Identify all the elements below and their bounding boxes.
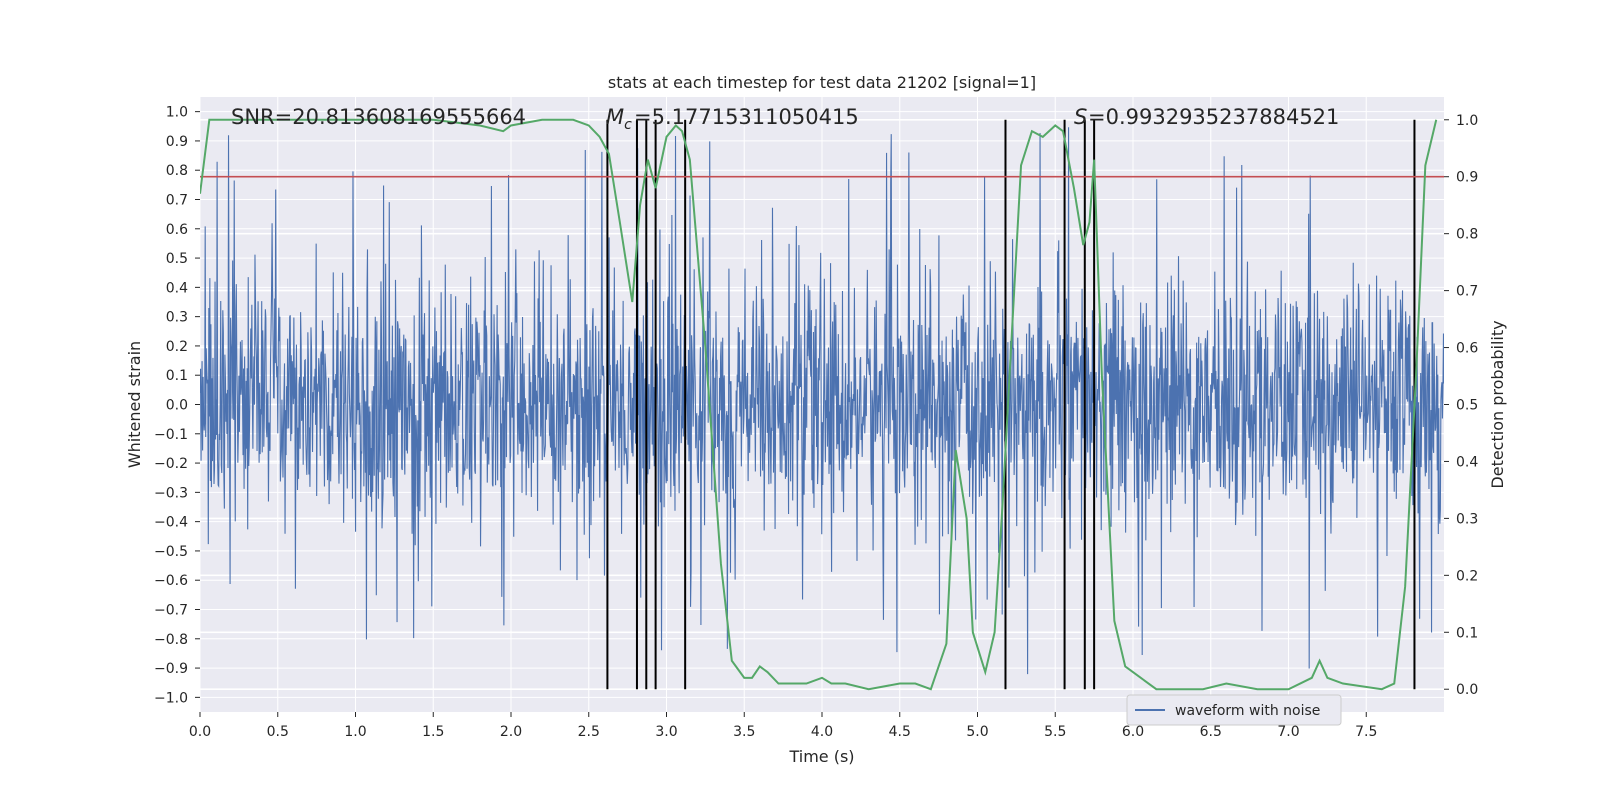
- y-tick-label: −0.5: [154, 544, 188, 560]
- y-tick-label: 0.3: [166, 310, 188, 326]
- waveform-line: [200, 127, 1444, 675]
- y-tick-label: −0.8: [154, 632, 188, 648]
- y-right-tick-label: 0.0: [1456, 682, 1478, 698]
- y-tick-label: 0.7: [166, 193, 188, 209]
- s-annotation: S =0.9932935237884521: [1074, 105, 1339, 129]
- y-tick-label: 0.0: [166, 398, 188, 414]
- legend-box: [1126, 694, 1342, 726]
- y-tick-label: 0.9: [166, 134, 188, 150]
- detection-probability-line: [200, 118, 1438, 691]
- x-tick-label: 7.0: [1277, 724, 1299, 740]
- y-right-tick-label: 0.9: [1456, 170, 1478, 186]
- x-tick-label: 1.5: [422, 724, 444, 740]
- x-tick-label: 0.0: [189, 724, 211, 740]
- y-tick-label: 0.2: [166, 339, 188, 355]
- y-right-tick-label: 0.2: [1456, 568, 1478, 584]
- y-tick-label: −0.2: [154, 456, 188, 472]
- x-tick-label: 2.0: [500, 724, 522, 740]
- x-tick-label: 6.0: [1122, 724, 1144, 740]
- chart-title: stats at each timestep for test data 212…: [608, 73, 1036, 92]
- y-right-tick-label: 1.0: [1456, 113, 1478, 129]
- y-right-tick-label: 0.8: [1456, 227, 1478, 243]
- x-tick-label: 4.5: [889, 724, 911, 740]
- x-axis-ticks: 0.0 0.5 1.0 1.5 2.0 2.5 3.0 3.5 4.0 4.5 5.0 5.5 6.0 6…: [189, 712, 1377, 740]
- y-right-tick-label: 0.3: [1456, 511, 1478, 527]
- chirp-mass-annotation: Mc =5.17715311050415: [606, 105, 859, 133]
- x-tick-label: 5.5: [1044, 724, 1066, 740]
- detection-probability-series: [200, 118, 1438, 691]
- y-tick-label: −0.7: [154, 603, 188, 619]
- chirp-mass-symbol: Mc: [606, 105, 632, 133]
- y-right-axis-ticks: 1.0 0.9 0.8 0.7 0.6 0.5 0.4 0.3 0.2 0.1 0.0: [1444, 113, 1478, 698]
- y-tick-label: −1.0: [154, 690, 188, 706]
- y-axis-label: Whitened strain: [125, 341, 144, 468]
- y-tick-label: −0.3: [154, 485, 188, 501]
- y-right-tick-label: 0.4: [1456, 454, 1478, 470]
- legend-label-waveform: waveform with noise: [1175, 703, 1320, 719]
- snr-annotation: SNR=20.813608169555664: [231, 105, 526, 129]
- waveform-series: [200, 127, 1444, 675]
- y-right-tick-label: 0.7: [1456, 284, 1478, 300]
- y-axis-ticks: 1.0 0.9 0.8 0.7 0.6 0.5 0.4 0.3 0.2 0.1 0.0 −0.1 −0.…: [154, 105, 200, 706]
- y-tick-label: 0.1: [166, 368, 188, 384]
- x-tick-label: 6.5: [1200, 724, 1222, 740]
- y-right-tick-label: 0.5: [1456, 398, 1478, 414]
- y-tick-label: −0.1: [154, 427, 188, 443]
- x-tick-label: 3.5: [733, 724, 755, 740]
- y-tick-label: 1.0: [166, 105, 188, 121]
- y-right-tick-label: 0.1: [1456, 625, 1478, 641]
- y-right-axis-label: Detection probability: [1488, 320, 1507, 488]
- x-tick-label: 5.0: [966, 724, 988, 740]
- y-tick-label: 0.5: [166, 251, 188, 267]
- y-tick-label: 0.6: [166, 222, 188, 238]
- x-tick-label: 7.5: [1355, 724, 1377, 740]
- detection-markers: [606, 119, 1416, 690]
- x-tick-label: 4.0: [811, 724, 833, 740]
- y-tick-label: 0.8: [166, 163, 188, 179]
- y-tick-label: 0.4: [166, 280, 188, 296]
- legend: waveform with noise: [1126, 694, 1342, 726]
- y-right-tick-label: 0.6: [1456, 341, 1478, 357]
- x-tick-label: 0.5: [267, 724, 289, 740]
- x-tick-label: 3.0: [655, 724, 677, 740]
- chirp-mass-value: =5.17715311050415: [634, 105, 859, 129]
- x-axis-label: Time (s): [788, 747, 854, 766]
- x-tick-label: 2.5: [578, 724, 600, 740]
- y-tick-label: −0.4: [154, 515, 188, 531]
- s-value: =0.9932935237884521: [1088, 105, 1339, 129]
- s-symbol: S: [1074, 105, 1087, 129]
- x-tick-label: 1.0: [344, 724, 366, 740]
- y-tick-label: −0.9: [154, 661, 188, 677]
- y-tick-label: −0.6: [154, 573, 188, 589]
